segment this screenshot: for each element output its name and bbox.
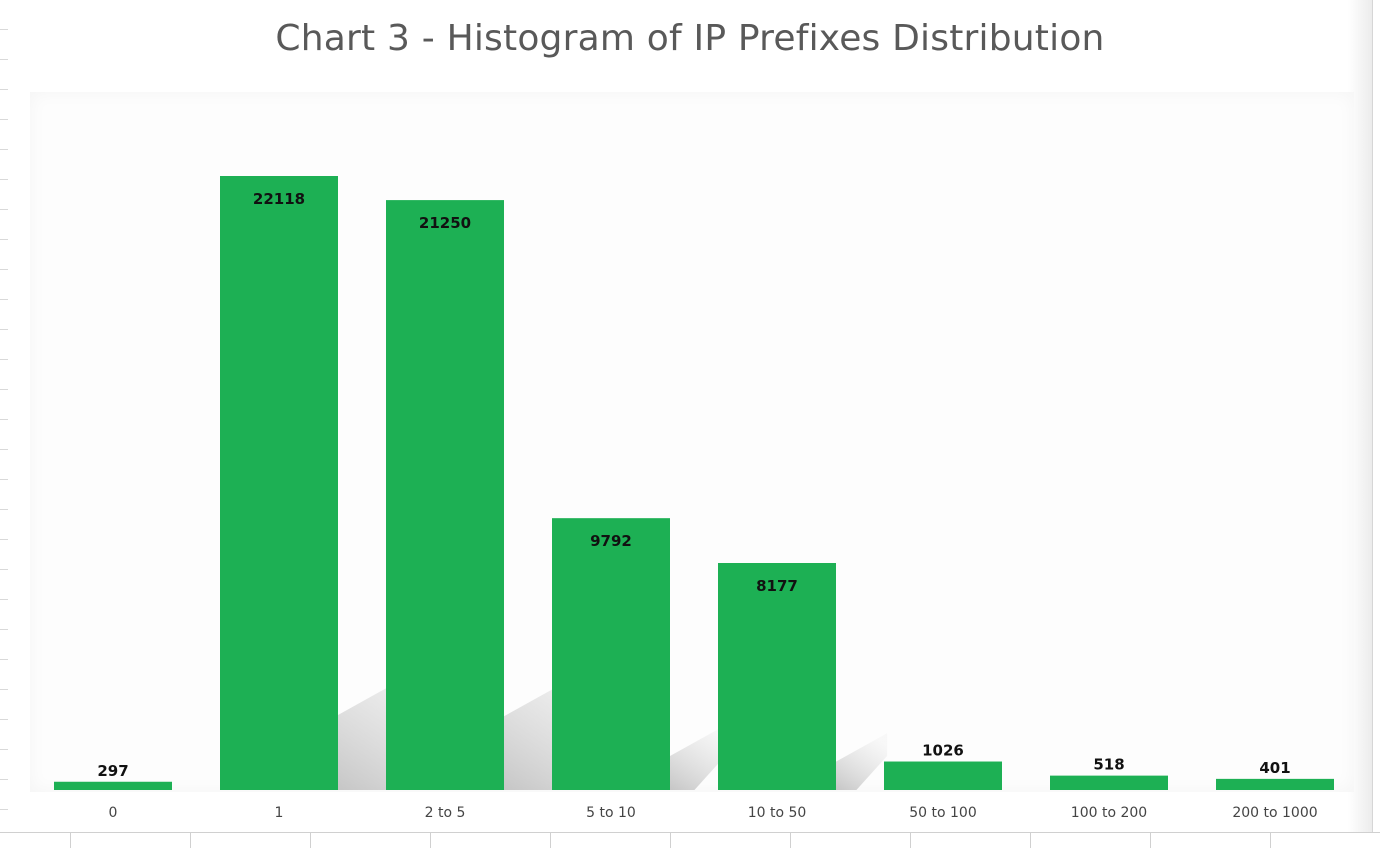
bar-6[interactable] bbox=[1050, 775, 1168, 790]
category-label-3: 5 to 10 bbox=[586, 805, 636, 821]
chart-title: Chart 3 - Histogram of IP Prefixes Distr… bbox=[275, 18, 1105, 59]
column-divider bbox=[310, 833, 311, 848]
column-grid-edge bbox=[0, 832, 1380, 848]
bar-value-label-7: 401 bbox=[1259, 759, 1290, 777]
bar-value-label-6: 518 bbox=[1093, 756, 1124, 774]
column-divider bbox=[550, 833, 551, 848]
category-label-4: 10 to 50 bbox=[748, 805, 807, 821]
bar-shadow bbox=[836, 733, 888, 790]
bar-value-label-5: 1026 bbox=[922, 742, 964, 760]
category-label-6: 100 to 200 bbox=[1071, 805, 1147, 821]
bars bbox=[54, 176, 1334, 791]
bar-value-label-0: 297 bbox=[97, 762, 128, 780]
column-divider bbox=[790, 833, 791, 848]
category-label-5: 50 to 100 bbox=[909, 805, 977, 821]
bar-value-label-3: 9792 bbox=[590, 532, 632, 550]
column-divider bbox=[670, 833, 671, 848]
column-divider bbox=[1030, 833, 1031, 848]
bar-value-label-4: 8177 bbox=[756, 577, 798, 595]
column-divider bbox=[70, 833, 71, 848]
column-divider bbox=[430, 833, 431, 848]
category-label-0: 0 bbox=[109, 805, 118, 821]
bar-2[interactable] bbox=[386, 200, 504, 791]
bar-value-label-1: 22118 bbox=[253, 190, 305, 208]
bar-0[interactable] bbox=[54, 781, 172, 790]
column-divider bbox=[1150, 833, 1151, 848]
bar-1[interactable] bbox=[220, 176, 338, 790]
bar-3[interactable] bbox=[552, 518, 670, 790]
bar-7[interactable] bbox=[1216, 778, 1334, 790]
bar-4[interactable] bbox=[718, 563, 836, 790]
bar-shadow bbox=[670, 722, 732, 790]
data-labels: 297 22118 21250 9792 8177 1026 518 401 bbox=[97, 190, 1290, 780]
bar-value-label-2: 21250 bbox=[419, 214, 471, 232]
column-divider bbox=[1270, 833, 1271, 848]
column-divider bbox=[190, 833, 191, 848]
category-label-1: 1 bbox=[275, 805, 284, 821]
category-axis-labels: 0 1 2 to 5 5 to 10 10 to 50 50 to 100 100 to 2… bbox=[109, 805, 1318, 821]
column-divider bbox=[910, 833, 911, 848]
category-label-2: 2 to 5 bbox=[425, 805, 466, 821]
bar-5[interactable] bbox=[884, 761, 1002, 790]
category-label-7: 200 to 1000 bbox=[1232, 805, 1317, 821]
